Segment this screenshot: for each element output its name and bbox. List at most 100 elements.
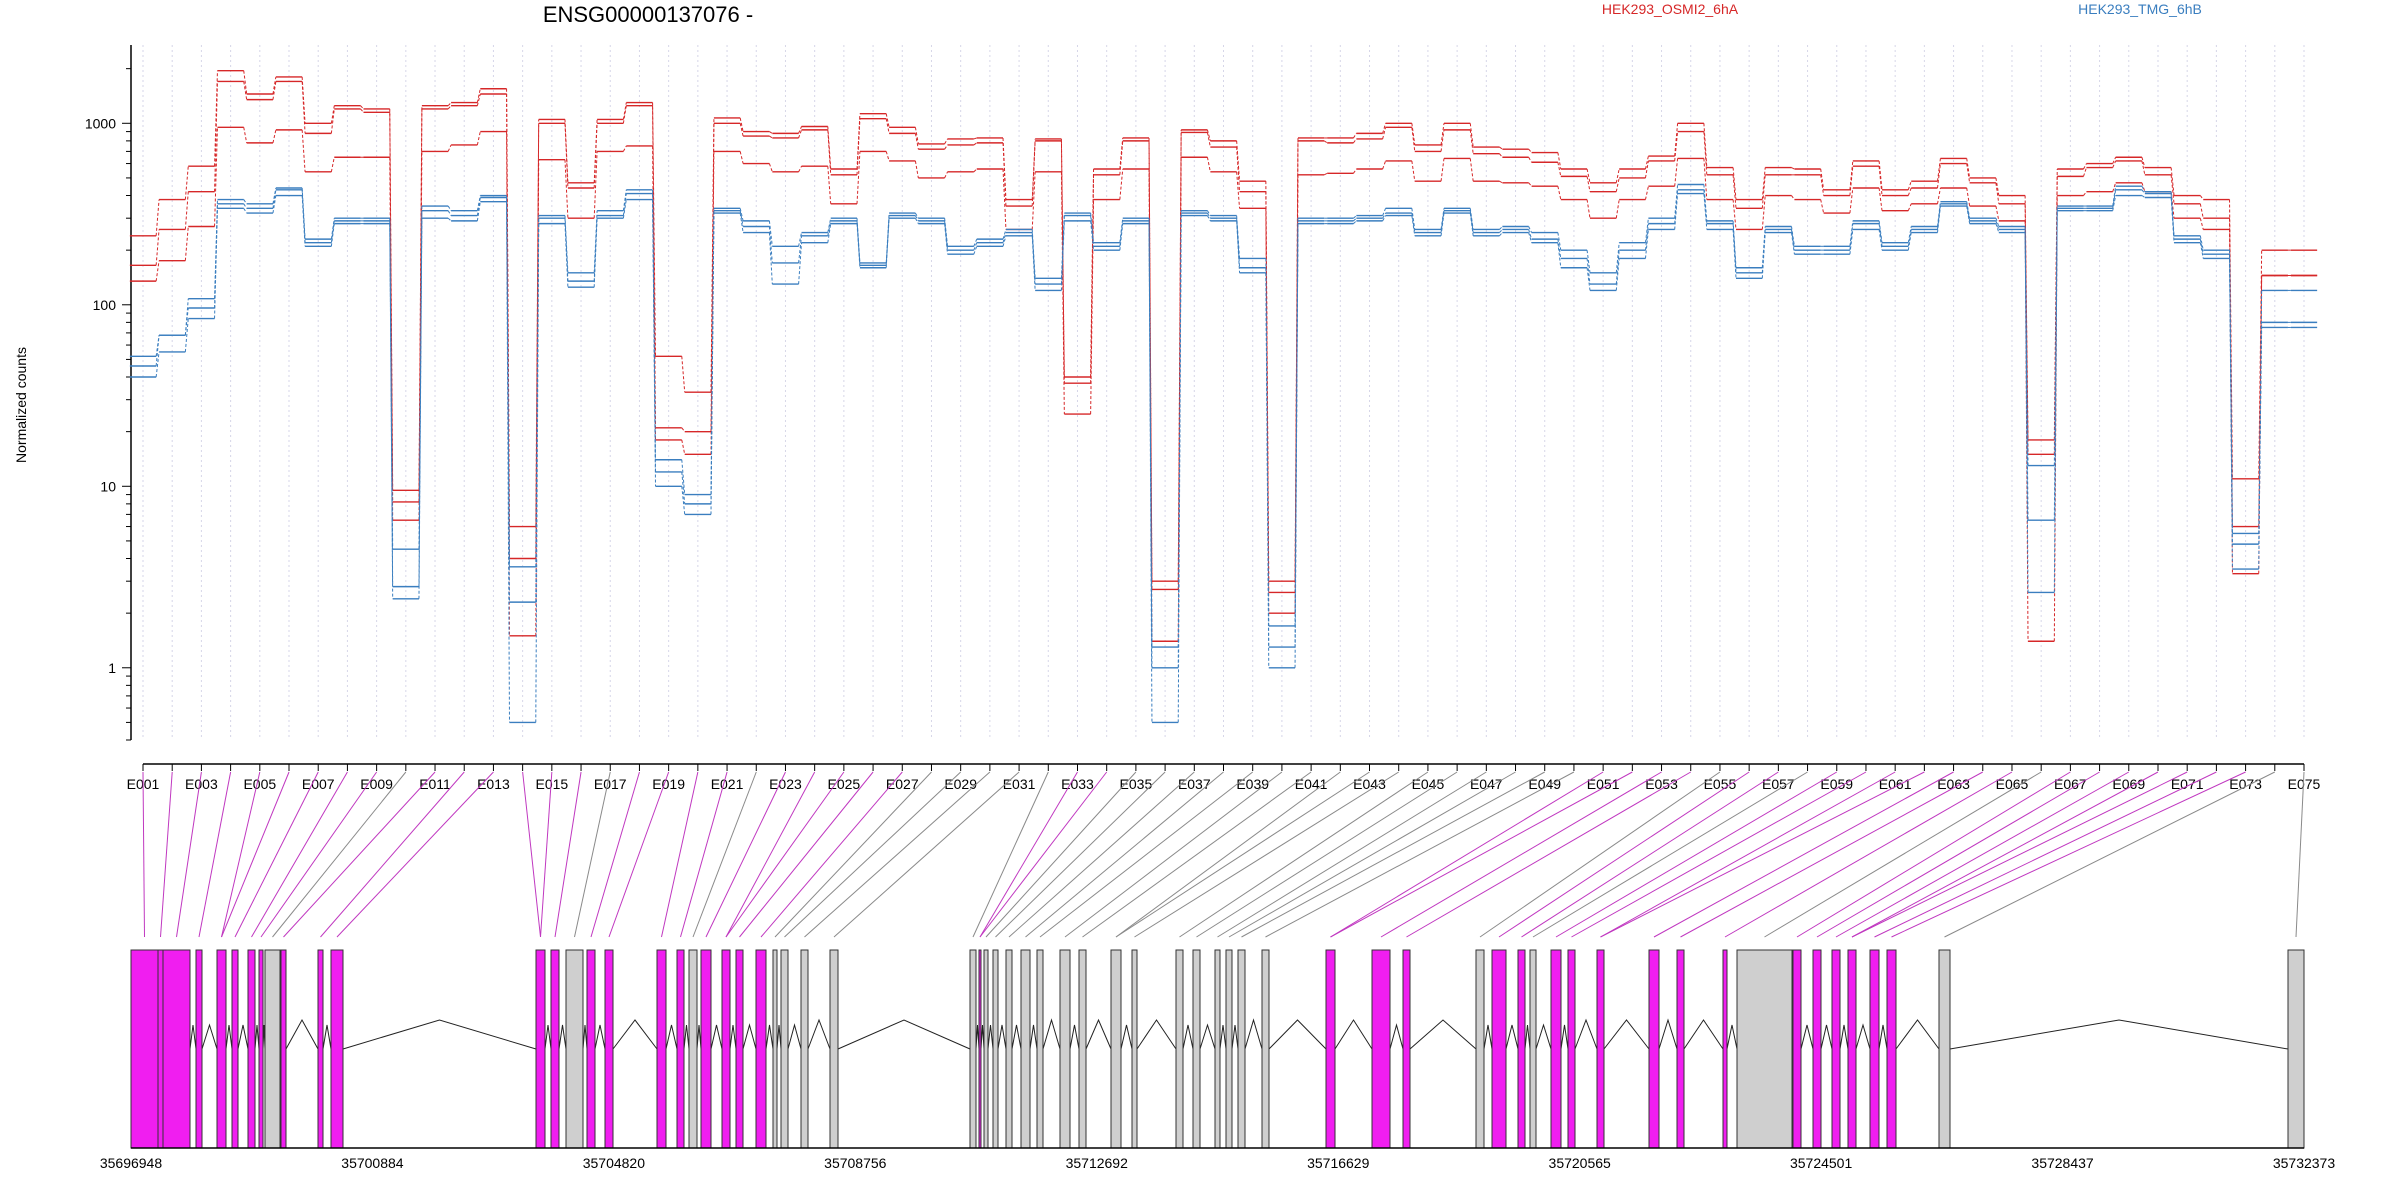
series-connector: [1995, 218, 2000, 227]
series-connector: [1937, 205, 1941, 233]
intron-line: [582, 1024, 588, 1050]
connector-e020: [661, 771, 699, 938]
series-connector: [593, 151, 598, 219]
intron-line: [189, 1024, 197, 1050]
x-tick-label-e015: E015: [535, 776, 568, 792]
connector-e058: [1532, 771, 1808, 938]
series-connector: [1907, 226, 1912, 243]
series-connector: [944, 223, 949, 255]
connector-e060: [1571, 771, 1867, 938]
series-connector: [214, 81, 218, 192]
series-connector: [155, 199, 160, 236]
series-connector: [1440, 123, 1445, 145]
intron-line: [1120, 1024, 1133, 1050]
x-tick-label-e041: E041: [1295, 776, 1328, 792]
series-connector: [1878, 223, 1883, 247]
series-connector: [272, 195, 277, 214]
series-connector: [1907, 180, 1912, 190]
series-connector: [1937, 158, 1941, 182]
series-connector: [681, 427, 686, 432]
series-connector: [272, 76, 277, 95]
intron-line: [729, 1024, 737, 1050]
series-connector: [1878, 187, 1883, 211]
series-connector: [1732, 167, 1737, 200]
exon-block: [130, 949, 159, 1149]
connector-e065: [1724, 771, 2013, 938]
intron-line: [987, 1024, 994, 1050]
series-connector: [1382, 160, 1387, 170]
intron-line: [837, 1019, 971, 1050]
series-connector: [1382, 123, 1387, 134]
x-tick-label-e071: E071: [2171, 776, 2204, 792]
series-connector: [1644, 186, 1649, 200]
series-connector: [2112, 182, 2117, 192]
connector-e032: [972, 771, 1049, 938]
series-connector: [1557, 162, 1562, 177]
intron-line: [1136, 1019, 1177, 1050]
series-connector: [652, 199, 657, 487]
series-connector: [1937, 187, 1941, 204]
intron-line: [322, 1024, 332, 1050]
series-connector: [243, 199, 248, 205]
series-connector: [1236, 171, 1241, 209]
series-connector: [1557, 232, 1562, 251]
series-connector: [1440, 213, 1445, 236]
series-connector: [1732, 199, 1737, 230]
series-connector: [2053, 208, 2058, 593]
series-connector: [1878, 220, 1883, 243]
exon-block: [1175, 949, 1184, 1149]
series-connector: [1791, 167, 1795, 170]
exon-connector-lines: [142, 771, 2305, 938]
connector-e021: [680, 771, 728, 938]
connector-e034: [979, 771, 1108, 938]
series-connector: [360, 105, 364, 110]
series-connector: [885, 218, 890, 268]
connector-e022: [692, 771, 757, 938]
series-connector: [710, 213, 715, 515]
series-connector: [1236, 218, 1241, 268]
gene-model: [130, 949, 2305, 1149]
connector-e054: [1406, 771, 1691, 938]
x-tick-label-e047: E047: [1470, 776, 1503, 792]
connector-e063: [1653, 771, 1954, 938]
exon-block: [656, 949, 667, 1149]
series-connector: [1557, 152, 1562, 170]
series-connector: [885, 151, 890, 162]
connector-e011: [283, 771, 436, 938]
exon-block: [721, 949, 731, 1149]
series-connector: [1732, 229, 1737, 279]
series-connector: [914, 212, 919, 219]
x-tick-label-e009: E009: [360, 776, 393, 792]
series-connector: [1411, 127, 1416, 152]
exon-block: [330, 949, 344, 1149]
series-connector: [739, 117, 744, 132]
series-connector: [1995, 223, 2000, 233]
series-connector: [1469, 129, 1474, 154]
connector-e024: [725, 771, 816, 938]
series-connector: [1382, 212, 1387, 219]
series-connector: [1528, 232, 1533, 243]
exon-block: [1261, 949, 1270, 1149]
intron-line: [1042, 1018, 1061, 1050]
y-axis-label: Normalized counts: [13, 347, 29, 463]
exon-block: [1225, 949, 1233, 1149]
x-tick-label-e049: E049: [1528, 776, 1561, 792]
x-tick-label-e069: E069: [2112, 776, 2145, 792]
connector-e027: [760, 771, 903, 938]
series-connector: [1644, 223, 1649, 251]
series-connector: [1323, 140, 1328, 144]
series-connector: [155, 229, 160, 266]
exon-block: [1325, 949, 1336, 1149]
series-connector: [330, 105, 335, 124]
connector-e051: [1330, 771, 1604, 938]
connector-e005: [221, 771, 261, 938]
series-connector: [243, 208, 248, 214]
connector-e033: [979, 771, 1078, 938]
series-connector: [856, 118, 861, 175]
exon-block: [1869, 949, 1880, 1149]
exon-block: [1550, 949, 1562, 1149]
series-connector: [1995, 177, 2000, 196]
series-connector: [476, 93, 481, 106]
series-connector: [535, 223, 540, 723]
exon-block: [1491, 949, 1507, 1149]
